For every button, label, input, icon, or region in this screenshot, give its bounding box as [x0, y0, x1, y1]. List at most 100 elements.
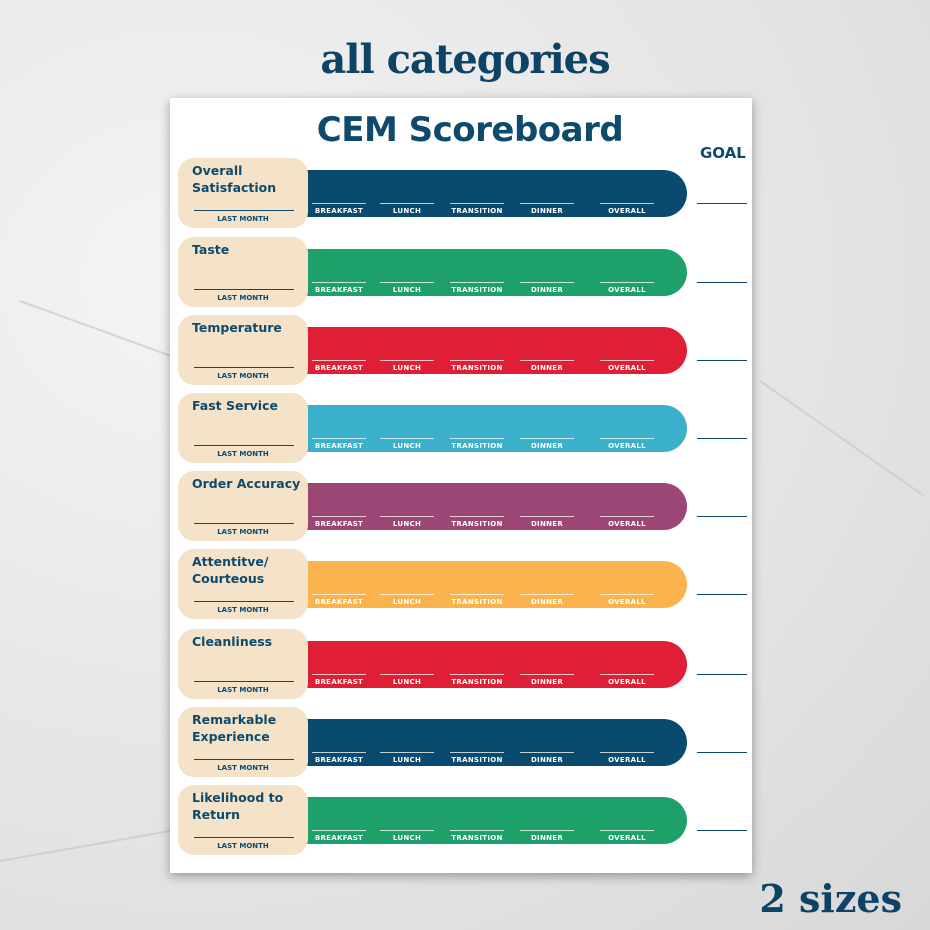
category-name: Attentitve/ Courteous	[192, 554, 269, 586]
goal-line[interactable]	[697, 282, 747, 283]
sheet-title: CEM Scoreboard	[316, 110, 624, 150]
score-slot[interactable]: LUNCH	[380, 282, 434, 294]
last-month-label: LAST MONTH	[217, 215, 269, 223]
last-month-label: LAST MONTH	[217, 606, 269, 614]
last-month-label: LAST MONTH	[217, 528, 269, 536]
score-slot[interactable]: DINNER	[520, 752, 574, 764]
category-bar: BREAKFAST LUNCH TRANSITION DINNER OVERALL	[296, 641, 687, 688]
last-month-line[interactable]	[194, 601, 294, 602]
score-slot[interactable]: DINNER	[520, 516, 574, 528]
score-slot[interactable]: TRANSITION	[450, 438, 504, 450]
category-row: BREAKFAST LUNCH TRANSITION DINNER OVERALL Li…	[170, 785, 752, 855]
goal-line[interactable]	[697, 830, 747, 831]
last-month-label: LAST MONTH	[217, 372, 269, 380]
score-slot[interactable]: BREAKFAST	[312, 594, 366, 606]
category-label-box: Temperature LAST MONTH	[178, 315, 308, 385]
category-label-box: Cleanliness LAST MONTH	[178, 629, 308, 699]
score-slot[interactable]: OVERALL	[600, 752, 654, 764]
category-row: BREAKFAST LUNCH TRANSITION DINNER OVERALL Cl…	[170, 629, 752, 699]
goal-line[interactable]	[697, 674, 747, 675]
category-name: Temperature	[192, 320, 282, 335]
category-label-box: Attentitve/ Courteous LAST MONTH	[178, 549, 308, 619]
category-label-box: Likelihood to Return LAST MONTH	[178, 785, 308, 855]
score-slot[interactable]: DINNER	[520, 674, 574, 686]
score-slot[interactable]: TRANSITION	[450, 830, 504, 842]
score-slot[interactable]: OVERALL	[600, 674, 654, 686]
score-slot[interactable]: TRANSITION	[450, 752, 504, 764]
score-slot[interactable]: BREAKFAST	[312, 282, 366, 294]
score-slot[interactable]: LUNCH	[380, 830, 434, 842]
last-month-label: LAST MONTH	[217, 764, 269, 772]
score-slot[interactable]: LUNCH	[380, 516, 434, 528]
category-name: Taste	[192, 242, 230, 257]
score-slot[interactable]: TRANSITION	[450, 360, 504, 372]
category-row: BREAKFAST LUNCH TRANSITION DINNER OVERALL Ov…	[170, 158, 752, 228]
last-month-line[interactable]	[194, 837, 294, 838]
category-name: Fast Service	[192, 398, 278, 413]
score-slot[interactable]: OVERALL	[600, 203, 654, 215]
category-bar: BREAKFAST LUNCH TRANSITION DINNER OVERALL	[296, 797, 687, 844]
headline: all categories	[320, 36, 610, 83]
last-month-line[interactable]	[194, 681, 294, 682]
goal-line[interactable]	[697, 516, 747, 517]
category-bar: BREAKFAST LUNCH TRANSITION DINNER OVERALL	[296, 249, 687, 296]
category-row: BREAKFAST LUNCH TRANSITION DINNER OVERALL Re…	[170, 707, 752, 777]
goal-line[interactable]	[697, 594, 747, 595]
category-bar: BREAKFAST LUNCH TRANSITION DINNER OVERALL	[296, 483, 687, 530]
score-slot[interactable]: OVERALL	[600, 516, 654, 528]
score-slot[interactable]: DINNER	[520, 594, 574, 606]
category-name: Likelihood to Return	[192, 790, 284, 822]
category-row: BREAKFAST LUNCH TRANSITION DINNER OVERALL Ta…	[170, 237, 752, 307]
category-name: Order Accuracy	[192, 476, 301, 491]
score-slot[interactable]: BREAKFAST	[312, 438, 366, 450]
sizes-caption: 2 sizes	[759, 876, 902, 921]
score-slot[interactable]: LUNCH	[380, 674, 434, 686]
category-bar: BREAKFAST LUNCH TRANSITION DINNER OVERALL	[296, 405, 687, 452]
score-slot[interactable]: LUNCH	[380, 203, 434, 215]
score-slot[interactable]: BREAKFAST	[312, 830, 366, 842]
goal-line[interactable]	[697, 203, 747, 204]
category-row: BREAKFAST LUNCH TRANSITION DINNER OVERALL Te…	[170, 315, 752, 385]
goal-line[interactable]	[697, 438, 747, 439]
score-slot[interactable]: TRANSITION	[450, 203, 504, 215]
last-month-line[interactable]	[194, 210, 294, 211]
category-name: Remarkable Experience	[192, 712, 277, 744]
score-slot[interactable]: BREAKFAST	[312, 203, 366, 215]
scoreboard-sheet: CEM Scoreboard GOAL BREAKFAST LUNCH TRANSI…	[170, 98, 752, 873]
score-slot[interactable]: LUNCH	[380, 438, 434, 450]
last-month-line[interactable]	[194, 523, 294, 524]
score-slot[interactable]: BREAKFAST	[312, 516, 366, 528]
score-slot[interactable]: DINNER	[520, 282, 574, 294]
score-slot[interactable]: LUNCH	[380, 594, 434, 606]
goal-line[interactable]	[697, 360, 747, 361]
score-slot[interactable]: DINNER	[520, 360, 574, 372]
last-month-line[interactable]	[194, 759, 294, 760]
score-slot[interactable]: OVERALL	[600, 594, 654, 606]
score-slot[interactable]: BREAKFAST	[312, 360, 366, 372]
score-slot[interactable]: TRANSITION	[450, 594, 504, 606]
score-slot[interactable]: LUNCH	[380, 360, 434, 372]
score-slot[interactable]: TRANSITION	[450, 282, 504, 294]
score-slot[interactable]: OVERALL	[600, 360, 654, 372]
goal-header: GOAL	[700, 144, 746, 162]
score-slot[interactable]: BREAKFAST	[312, 674, 366, 686]
score-slot[interactable]: OVERALL	[600, 830, 654, 842]
score-slot[interactable]: OVERALL	[600, 438, 654, 450]
score-slot[interactable]: TRANSITION	[450, 516, 504, 528]
score-slot[interactable]: DINNER	[520, 438, 574, 450]
score-slot[interactable]: DINNER	[520, 203, 574, 215]
category-name: Cleanliness	[192, 634, 273, 649]
score-slot[interactable]: OVERALL	[600, 282, 654, 294]
score-slot[interactable]: LUNCH	[380, 752, 434, 764]
score-slot[interactable]: BREAKFAST	[312, 752, 366, 764]
category-bar: BREAKFAST LUNCH TRANSITION DINNER OVERALL	[296, 719, 687, 766]
score-slot[interactable]: TRANSITION	[450, 674, 504, 686]
last-month-line[interactable]	[194, 445, 294, 446]
last-month-label: LAST MONTH	[217, 294, 269, 302]
category-label-box: Taste LAST MONTH	[178, 237, 308, 307]
last-month-line[interactable]	[194, 289, 294, 290]
category-bar: BREAKFAST LUNCH TRANSITION DINNER OVERALL	[296, 561, 687, 608]
score-slot[interactable]: DINNER	[520, 830, 574, 842]
goal-line[interactable]	[697, 752, 747, 753]
last-month-line[interactable]	[194, 367, 294, 368]
